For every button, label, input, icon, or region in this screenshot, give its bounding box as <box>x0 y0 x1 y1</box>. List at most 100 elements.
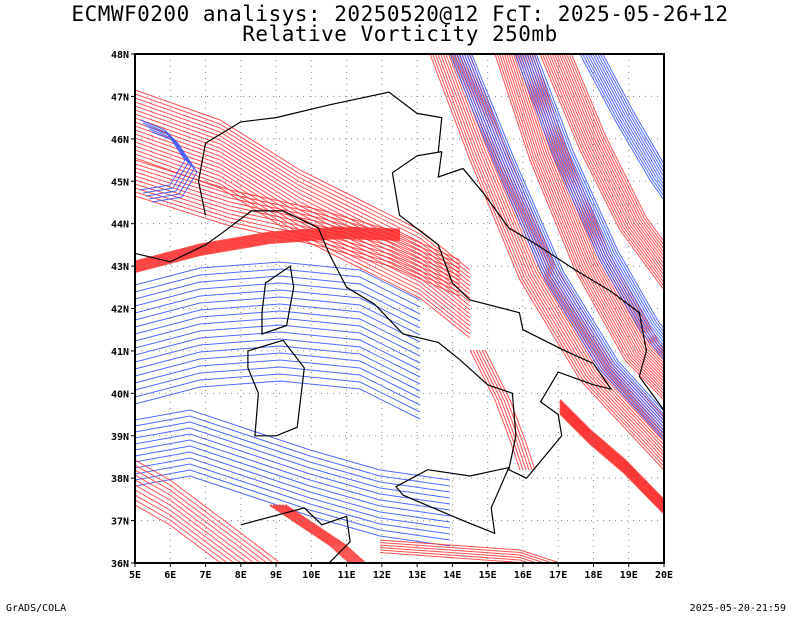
positive-vorticity-contour <box>506 54 664 386</box>
positive-vorticity-contour <box>135 163 461 265</box>
positive-vorticity-contour <box>539 54 664 291</box>
positive-vorticity-contour <box>278 504 360 563</box>
negative-vorticity-contour <box>135 282 421 322</box>
positive-vorticity-contour <box>508 54 664 383</box>
positive-vorticity-contour <box>559 409 664 512</box>
negative-vorticity-contour <box>602 54 664 166</box>
positive-vorticity-contour <box>559 406 664 509</box>
negative-vorticity-contour <box>526 54 664 344</box>
positive-vorticity-contour <box>546 54 664 280</box>
positive-vorticity-contour <box>135 191 461 293</box>
positive-vorticity-contour <box>541 54 664 288</box>
positive-vorticity-contour <box>501 54 664 392</box>
y-tick-label: 42N <box>111 305 129 316</box>
negative-vorticity-contour <box>139 119 186 191</box>
x-tick-label: 19E <box>620 570 638 581</box>
positive-vorticity-contour <box>379 552 524 563</box>
france-coastline <box>135 231 224 263</box>
negative-vorticity-contour <box>135 303 421 343</box>
negative-vorticity-contour <box>454 54 664 435</box>
positive-vorticity-contour <box>135 93 471 275</box>
longitude-axis: 5E 6E 7E 8E 9E 10E 11E 12E 13E 14E 15E 16E 17E 18E 19E… <box>129 563 673 581</box>
positive-vorticity-contour <box>442 54 664 453</box>
positive-vorticity-contour <box>515 54 664 374</box>
y-tick-label: 39N <box>111 432 129 443</box>
positive-vorticity-contour <box>559 411 664 513</box>
positive-vorticity-contour <box>558 54 664 262</box>
latitude-axis: 36N 37N 38N 39N 40N 41N 42N 43N 44N 45N 46N 47N 48N <box>111 50 135 570</box>
positive-vorticity-contour <box>559 400 664 503</box>
y-tick-label: 40N <box>111 389 129 400</box>
positive-vorticity-contour <box>272 504 354 563</box>
positive-vorticity-contour <box>135 484 249 563</box>
negative-vorticity-contour <box>148 128 195 200</box>
y-tick-label: 38N <box>111 474 129 485</box>
positive-vorticity-contour <box>135 459 281 563</box>
positive-vorticity-contour <box>429 54 664 471</box>
positive-vorticity-contour <box>135 133 471 315</box>
negative-vorticity-contour <box>519 54 664 354</box>
chart-title-line1: ECMWF0200 analisys: 20250520@12 FcT: 202… <box>71 2 729 26</box>
render-timestamp: 2025-05-20-21:59 <box>689 603 786 614</box>
positive-vorticity-contour <box>284 504 366 563</box>
negative-vorticity-contour <box>145 125 192 197</box>
positive-vorticity-contour <box>135 236 401 273</box>
positive-vorticity-contour <box>434 54 664 464</box>
positive-vorticity-contour <box>135 97 471 279</box>
y-tick-label: 44N <box>111 220 129 231</box>
positive-vorticity-contour <box>556 54 664 265</box>
positive-vorticity-contour <box>135 195 461 297</box>
negative-vorticity-contour <box>135 409 451 481</box>
negative-vorticity-contour <box>135 261 421 301</box>
negative-vorticity-contour <box>135 380 421 420</box>
positive-vorticity-contour <box>448 54 664 446</box>
x-tick-label: 14E <box>443 570 461 581</box>
positive-vorticity-contour <box>135 227 401 264</box>
alpine-border <box>197 91 443 216</box>
negative-vorticity-contour <box>135 427 451 499</box>
negative-vorticity-contour <box>599 54 664 170</box>
y-tick-label: 36N <box>111 559 129 570</box>
positive-vorticity-contour <box>135 479 255 563</box>
negative-vorticity-contour <box>135 289 421 329</box>
x-tick-label: 16E <box>514 570 532 581</box>
negative-vorticity-contour <box>528 54 664 340</box>
x-tick-label: 9E <box>270 570 282 581</box>
negative-vorticity-contour <box>463 54 664 422</box>
y-tick-label: 43N <box>111 262 129 273</box>
y-tick-label: 46N <box>111 135 129 146</box>
negative-vorticity-contour <box>135 457 451 529</box>
positive-vorticity-contour <box>379 544 547 563</box>
negative-vorticity-contour <box>597 54 664 174</box>
positive-vorticity-contour <box>379 542 554 563</box>
positive-vorticity-contour <box>559 405 664 507</box>
positive-vorticity-contour <box>475 349 527 471</box>
negative-vorticity-contour <box>135 352 421 392</box>
x-tick-label: 7E <box>200 570 212 581</box>
negative-vorticity-contour <box>135 275 421 315</box>
negative-vorticity-contour <box>135 317 421 357</box>
negative-vorticity-contour <box>459 54 664 428</box>
positive-vorticity-contour <box>135 489 242 563</box>
negative-vorticity-contour <box>135 331 421 371</box>
italy-coastline <box>222 151 613 479</box>
x-tick-label: 10E <box>302 570 320 581</box>
positive-vorticity-contour <box>135 167 461 269</box>
negative-vorticity-contour <box>135 345 421 385</box>
positive-vorticity-contour <box>379 539 561 563</box>
balkan-coastline <box>437 151 664 411</box>
positive-vorticity-contour <box>432 54 664 468</box>
negative-vorticity-contour <box>135 324 421 364</box>
negative-vorticity-contour <box>521 54 664 351</box>
negative-vorticity-contour <box>135 296 421 336</box>
positive-vorticity-contour <box>549 54 664 276</box>
positive-vorticity-contour <box>513 54 664 377</box>
x-tick-label: 15E <box>479 570 497 581</box>
y-tick-label: 47N <box>111 92 129 103</box>
x-tick-label: 17E <box>549 570 567 581</box>
negative-vorticity-contour <box>466 54 664 419</box>
negative-vorticity-contour <box>516 54 664 358</box>
negative-vorticity-contour <box>533 54 664 333</box>
negative-vorticity-contour <box>451 54 664 438</box>
